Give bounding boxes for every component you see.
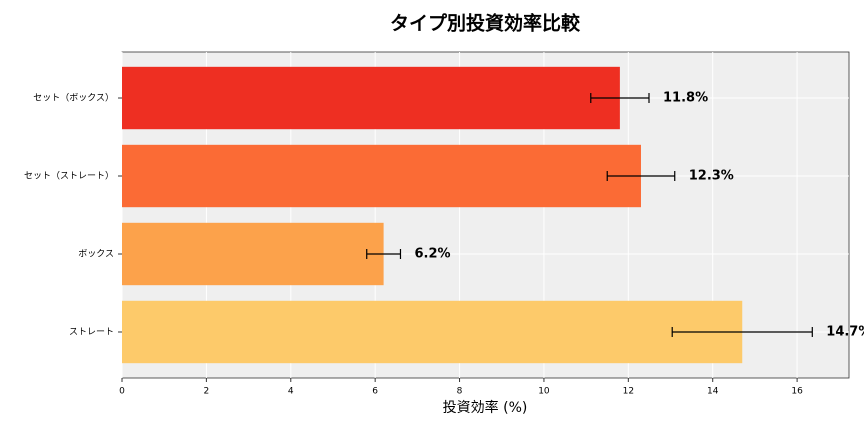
x-axis-label: 投資効率 (%) [443,399,528,416]
x-tick-label: 0 [119,387,125,397]
bar [122,300,743,364]
y-tick-label: ボックス [78,248,114,259]
x-tick-label: 10 [538,387,550,397]
bar [122,144,641,208]
x-tick-label: 2 [204,387,210,397]
bar [122,66,620,130]
value-label: 14.7% [826,324,864,339]
value-label: 12.3% [689,169,734,184]
bar [122,222,384,286]
y-tick-label: セット（ボックス） [33,93,114,104]
value-label: 6.2% [414,246,450,261]
y-tick-label: ストレート [69,327,114,337]
x-tick-label: 14 [707,387,719,397]
x-tick-label: 8 [457,387,463,397]
x-tick-label: 16 [791,387,803,397]
x-tick-label: 4 [288,387,294,397]
x-tick-label: 12 [623,387,634,397]
y-tick-label: セット（ストレート） [24,171,114,182]
value-label: 11.8% [663,91,708,106]
x-tick-label: 6 [372,387,378,397]
chart-title: タイプ別投資効率比較 [390,12,581,35]
